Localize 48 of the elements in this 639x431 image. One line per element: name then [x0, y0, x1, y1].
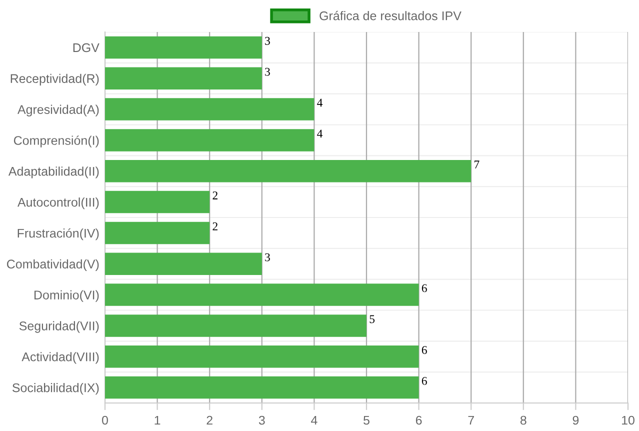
bar — [105, 376, 419, 399]
bar — [105, 160, 472, 182]
x-tick-label: 10 — [622, 416, 634, 425]
y-tick-label: Sociabilidad(IX) — [12, 383, 99, 395]
legend-label: Gráfica de resultados IPV — [320, 10, 462, 20]
data-label: 6 — [422, 346, 427, 354]
bar — [105, 314, 366, 337]
data-label: 3 — [265, 68, 270, 76]
x-tick-label: 6 — [416, 416, 422, 425]
data-label: 4 — [317, 98, 323, 107]
y-tick-label: Combatividad(V) — [6, 259, 99, 271]
bar — [105, 36, 262, 59]
data-label: 3 — [265, 253, 270, 262]
x-tick-label: 9 — [572, 416, 579, 425]
bar — [105, 67, 262, 90]
y-tick-label: Dominio(VI) — [34, 290, 99, 302]
bar — [105, 98, 314, 120]
data-label: 3 — [265, 36, 270, 45]
x-tick-label: 5 — [364, 416, 370, 425]
data-label: 4 — [317, 130, 323, 138]
x-tick-label: 2 — [206, 416, 212, 425]
x-tick-label: 1 — [154, 416, 160, 425]
x-tick-label: 8 — [520, 416, 526, 425]
bar — [105, 190, 210, 214]
y-tick-label: Comprensión(I) — [14, 136, 99, 148]
data-label: 6 — [422, 284, 427, 292]
bar — [105, 284, 419, 306]
y-tick-label: DGV — [73, 43, 100, 52]
y-tick-label: Seguridad(VII) — [19, 321, 99, 333]
data-label: 2 — [212, 222, 218, 230]
data-label: 2 — [212, 192, 218, 200]
x-tick-label: 0 — [102, 416, 108, 425]
y-tick-label: Receptividad(R) — [10, 74, 99, 86]
x-tick-label: 3 — [258, 416, 265, 425]
y-tick-label: Actividad(VIII) — [22, 352, 99, 364]
data-label: 6 — [422, 377, 427, 385]
bar — [105, 129, 314, 152]
bar — [105, 222, 210, 244]
data-label: 7 — [474, 160, 480, 168]
bar — [105, 345, 419, 368]
x-tick-label: 7 — [468, 416, 474, 425]
data-label: 5 — [370, 315, 375, 324]
y-tick-label: Agresividad(A) — [17, 104, 99, 116]
y-tick-label: Adaptabilidad(II) — [8, 166, 99, 178]
bar — [105, 252, 262, 276]
y-tick-label: Autocontrol(III) — [18, 198, 99, 210]
y-tick-label: Frustración(IV) — [18, 228, 99, 240]
x-tick-label: 4 — [311, 416, 318, 425]
